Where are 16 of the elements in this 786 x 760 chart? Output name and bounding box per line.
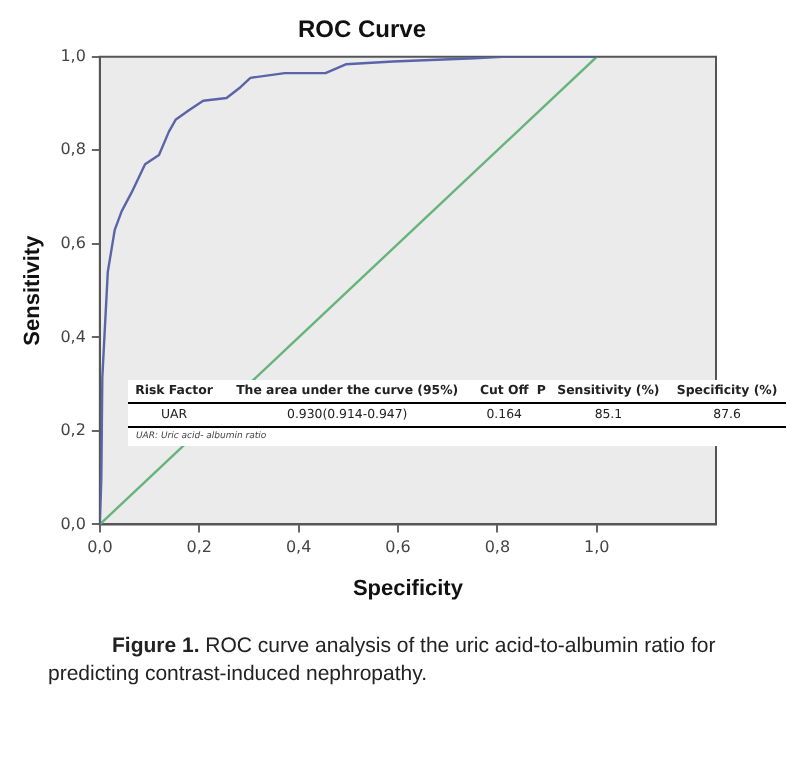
caption: Figure 1. ROC curve analysis of the uric acid-to-albumin ratio for predicting contrast-induced nephropathy.: [48, 632, 718, 688]
y-tick-label: 0,2: [60, 421, 86, 440]
y-tick-label: 0,0: [60, 514, 86, 533]
y-tick-label: 0,4: [60, 327, 86, 346]
x-tick-label: 1,0: [584, 538, 610, 557]
chart-title: ROC Curve: [297, 15, 427, 44]
y-tick-label: 0,6: [60, 234, 86, 252]
x-axis-title: Specificity: [352, 576, 465, 601]
y-tick-label: 1,0: [60, 46, 86, 65]
y-tick-label: 0,8: [60, 140, 86, 159]
x-tick-label: 0,0: [87, 538, 113, 557]
y-axis-title: Sensitivity: [21, 233, 46, 346]
x-tick-label: 0,2: [186, 538, 212, 557]
x-tick-label: 0,8: [484, 538, 511, 557]
x-tick-label: 0,4: [285, 538, 312, 557]
x-tick-label: 0,6: [385, 538, 411, 557]
